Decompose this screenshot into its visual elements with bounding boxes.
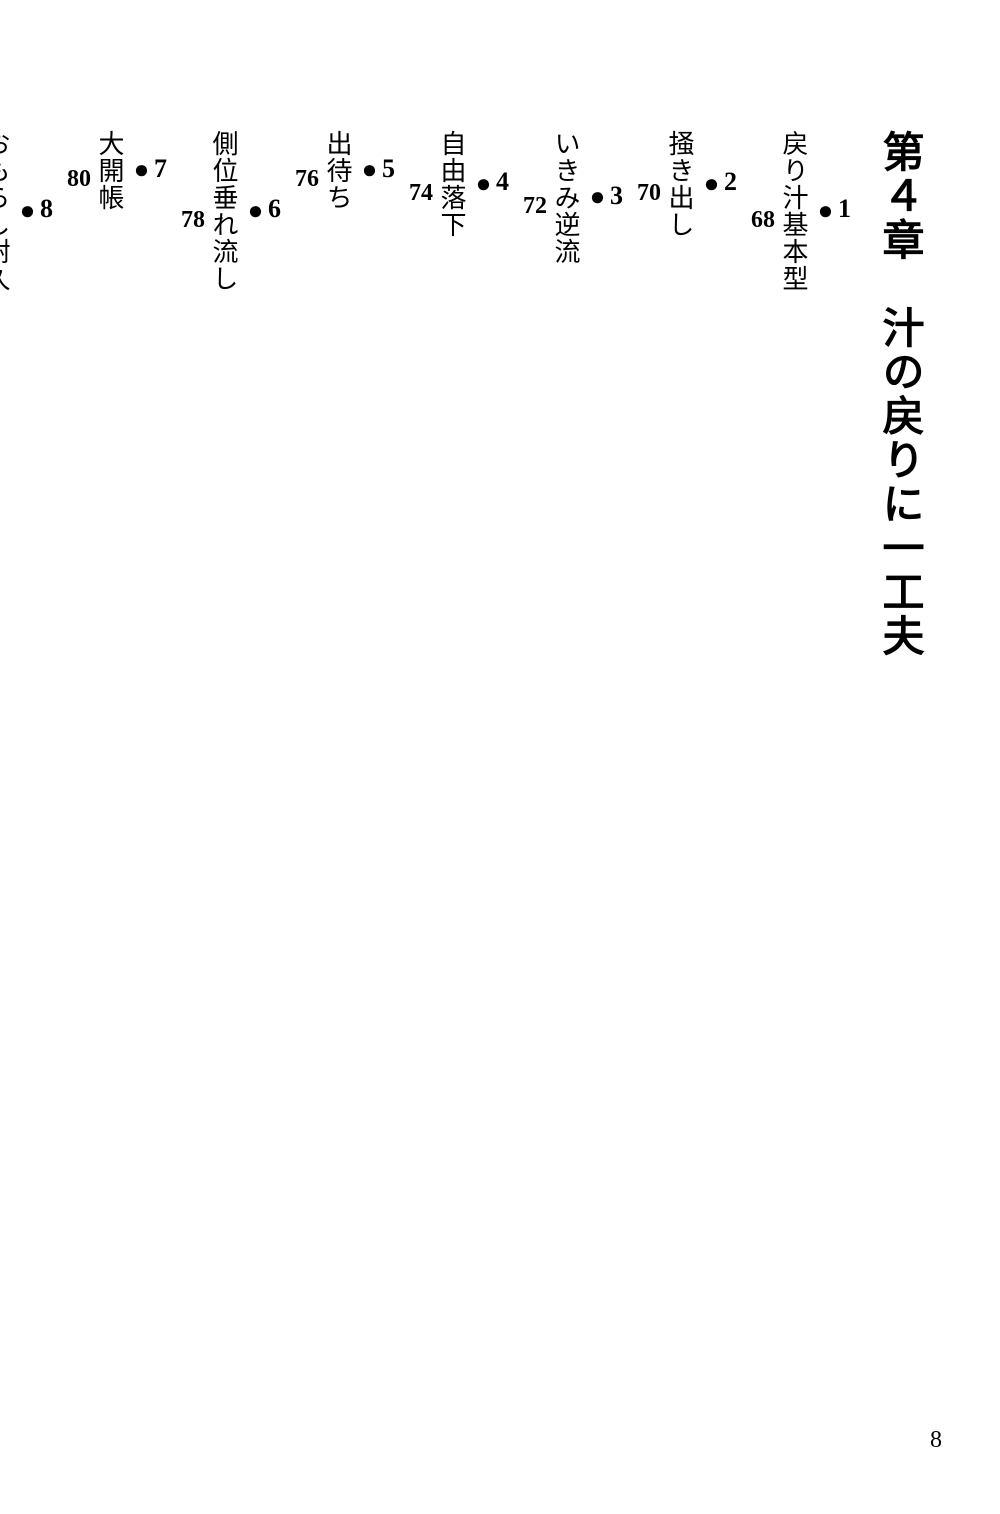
toc-entry: 5 ● 出待ち 76 bbox=[295, 130, 395, 211]
entry-page: 78 bbox=[181, 207, 205, 234]
toc-entry: 7 ● 大開帳 80 bbox=[67, 130, 167, 211]
toc-entries: 1 ● 戻り汁基本型 68 2 ● 掻き出し 70 3 ● いきみ逆流 72 4… bbox=[0, 130, 851, 373]
book-page: 第４章 汁の戻りに一工夫 1 ● 戻り汁基本型 68 2 ● 掻き出し 70 3… bbox=[0, 0, 1000, 1514]
entry-page: 72 bbox=[523, 193, 547, 220]
entry-label: 自由落下 bbox=[433, 130, 470, 238]
bullet-icon: ● bbox=[470, 169, 496, 198]
toc-entry: 1 ● 戻り汁基本型 68 bbox=[751, 130, 851, 292]
page-number: 8 bbox=[930, 1427, 942, 1454]
entry-label: 戻り汁基本型 bbox=[775, 130, 812, 292]
entry-page: 80 bbox=[67, 166, 91, 193]
entry-page: 70 bbox=[637, 180, 661, 207]
bullet-icon: ● bbox=[14, 196, 40, 225]
toc-entry: 4 ● 自由落下 74 bbox=[409, 130, 509, 238]
entry-label: 出待ち bbox=[319, 130, 356, 211]
toc-entry: 3 ● いきみ逆流 72 bbox=[523, 130, 623, 265]
chapter-title: 第４章 汁の戻りに一工夫 bbox=[869, 130, 930, 658]
entry-page: 68 bbox=[751, 207, 775, 234]
bullet-icon: ● bbox=[812, 196, 838, 225]
entry-label: おもらし耐久 bbox=[0, 130, 14, 292]
entry-label: 側位垂れ流し bbox=[205, 130, 242, 292]
toc-entry: 2 ● 掻き出し 70 bbox=[637, 130, 737, 238]
entry-page: 76 bbox=[295, 166, 319, 193]
entry-label: いきみ逆流 bbox=[547, 130, 584, 265]
bullet-icon: ● bbox=[128, 155, 154, 184]
bullet-icon: ● bbox=[356, 155, 382, 184]
table-of-contents: 第４章 汁の戻りに一工夫 1 ● 戻り汁基本型 68 2 ● 掻き出し 70 3… bbox=[0, 130, 930, 658]
toc-entry: 8 ● おもらし耐久 82 bbox=[0, 130, 53, 292]
entry-label: 大開帳 bbox=[91, 130, 128, 211]
bullet-icon: ● bbox=[584, 182, 610, 211]
entry-page: 74 bbox=[409, 180, 433, 207]
bullet-icon: ● bbox=[698, 169, 724, 198]
entry-label: 掻き出し bbox=[661, 130, 698, 238]
bullet-icon: ● bbox=[242, 196, 268, 225]
toc-entry: 6 ● 側位垂れ流し 78 bbox=[181, 130, 281, 292]
